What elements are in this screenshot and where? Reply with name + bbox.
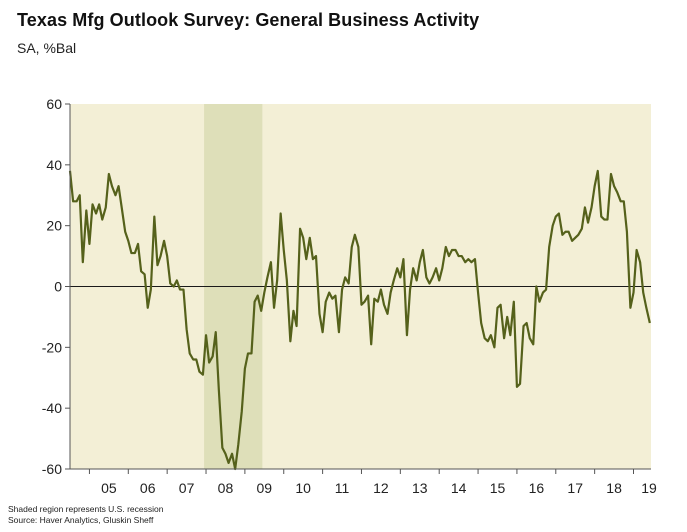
x-tick-label: 08 — [218, 480, 234, 496]
x-tick-label: 06 — [140, 480, 156, 496]
source-footnote: Source: Haver Analytics, Gluskin Sheff — [8, 515, 154, 525]
x-tick-label: 13 — [412, 480, 428, 496]
x-tick-label: 12 — [373, 480, 389, 496]
y-tick-label: 40 — [46, 157, 62, 173]
chart-title: Texas Mfg Outlook Survey: General Busine… — [17, 10, 480, 30]
y-tick-label: 20 — [46, 218, 62, 234]
recession-footnote: Shaded region represents U.S. recession — [8, 504, 164, 514]
y-tick-label: 0 — [54, 279, 62, 295]
x-tick-label: 16 — [529, 480, 545, 496]
x-tick-label: 15 — [490, 480, 506, 496]
x-tick-label: 07 — [179, 480, 195, 496]
x-tick-label: 17 — [567, 480, 583, 496]
x-tick-label: 11 — [335, 480, 350, 496]
series-line-general-business-activity — [68, 169, 651, 471]
x-tick-label: 09 — [257, 480, 273, 496]
y-tick-label: -20 — [42, 339, 62, 355]
y-tick-label: -60 — [42, 461, 62, 477]
x-tick-label: 05 — [101, 480, 117, 496]
y-tick-label: -40 — [42, 400, 62, 416]
y-tick-label: 60 — [46, 96, 62, 112]
x-tick-label: 10 — [295, 480, 311, 496]
x-tick-label: 19 — [641, 480, 657, 496]
x-tick-label: 14 — [451, 480, 467, 496]
chart-subtitle: SA, %Bal — [17, 40, 77, 56]
x-tick-label: 18 — [606, 480, 622, 496]
